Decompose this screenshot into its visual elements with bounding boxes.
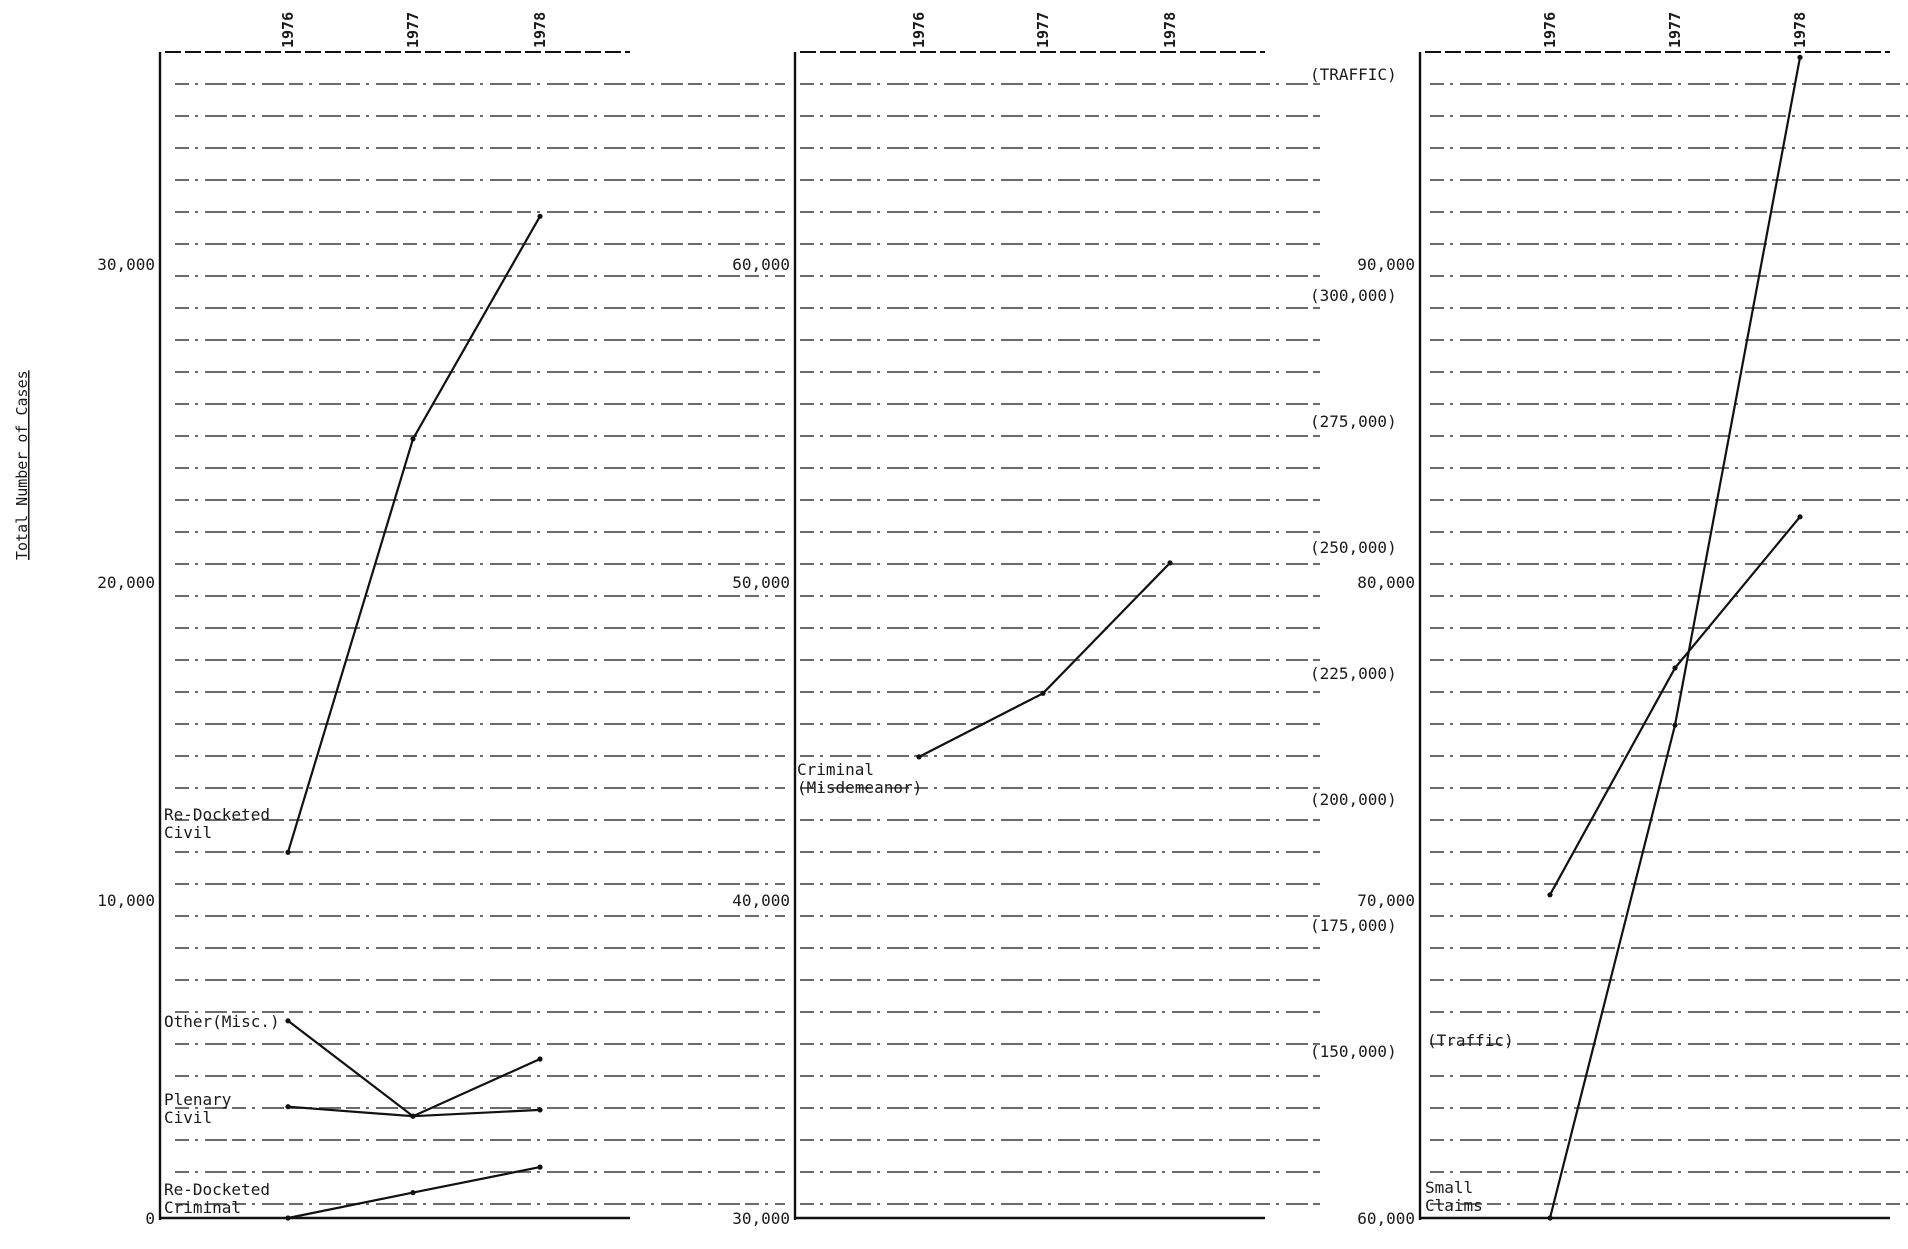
y-tick-label: 50,000 (732, 573, 790, 592)
data-point (537, 1107, 543, 1113)
series-label: Other(Misc.) (164, 1012, 280, 1031)
y-tick-label: 90,000 (1357, 255, 1415, 274)
x-tick-label: 1976 (910, 12, 928, 48)
y-tick-label: 10,000 (97, 891, 155, 910)
y-axis-title: Total Number of Cases (13, 370, 31, 560)
secondary-y-tick-label: (200,000) (1310, 790, 1397, 809)
series-label: Civil (164, 823, 212, 842)
data-point (1547, 1215, 1553, 1221)
data-point (410, 436, 416, 442)
series-lines (285, 54, 1803, 1221)
y-tick-label: 20,000 (97, 573, 155, 592)
data-point (285, 1215, 291, 1221)
data-point (1167, 560, 1173, 566)
series-label: Civil (164, 1108, 212, 1127)
x-tick-label: 1977 (404, 12, 422, 48)
series-label: (Traffic) (1427, 1031, 1514, 1050)
data-point (916, 754, 922, 760)
series-line (287, 1019, 541, 1118)
x-tick-label: 1978 (1161, 12, 1179, 48)
secondary-y-tick-label: (250,000) (1310, 538, 1397, 557)
data-point (1797, 54, 1803, 60)
data-point (1672, 665, 1678, 671)
data-point (537, 1164, 543, 1170)
gridlines (175, 83, 1908, 1205)
chart-labels: 0 10,000 20,000 30,000 1976 1977 1978 Re-Docket… (97, 12, 1809, 1228)
series-label: Plenary (164, 1090, 232, 1109)
data-point (1797, 514, 1803, 520)
data-point (410, 1190, 416, 1196)
data-point (285, 1018, 291, 1024)
secondary-y-tick-label: (225,000) (1310, 664, 1397, 683)
series-label: Re-Docketed (164, 1180, 270, 1199)
y-tick-label: 0 (145, 1209, 155, 1228)
y-tick-label: 80,000 (1357, 573, 1415, 592)
x-tick-label: 1977 (1666, 12, 1684, 48)
series-label: (Misdemeanor) (797, 778, 922, 797)
series-line (1549, 516, 1801, 896)
x-tick-label: 1977 (1034, 12, 1052, 48)
series-label: Re-Docketed (164, 805, 270, 824)
y-tick-label: 30,000 (732, 1209, 790, 1228)
series-label: Criminal (164, 1198, 241, 1217)
data-point (1040, 690, 1046, 696)
secondary-y-tick-label: (300,000) (1310, 286, 1397, 305)
x-tick-label: 1976 (1541, 12, 1559, 48)
y-tick-label: 40,000 (732, 891, 790, 910)
data-point (285, 1104, 291, 1110)
data-point (537, 1056, 543, 1062)
y-tick-label: 60,000 (1357, 1209, 1415, 1228)
series-label: Small (1425, 1178, 1473, 1197)
data-point (1547, 892, 1553, 898)
x-tick-label: 1978 (1791, 12, 1809, 48)
x-tick-label: 1978 (531, 12, 549, 48)
series-label: Claims (1425, 1196, 1483, 1215)
y-tick-label: 60,000 (732, 255, 790, 274)
axes (158, 51, 1890, 1220)
secondary-y-tick-label: (175,000) (1310, 916, 1397, 935)
data-point (537, 213, 543, 219)
secondary-axis-title: (TRAFFIC) (1310, 65, 1397, 84)
y-tick-label: 70,000 (1357, 891, 1415, 910)
data-point (410, 1113, 416, 1119)
x-tick-label: 1976 (279, 12, 297, 48)
secondary-y-tick-label: (150,000) (1310, 1042, 1397, 1061)
data-point (285, 849, 291, 855)
y-tick-label: 30,000 (97, 255, 155, 274)
data-point (1672, 722, 1678, 728)
series-label: Criminal (797, 760, 874, 779)
secondary-y-tick-label: (275,000) (1310, 412, 1397, 431)
